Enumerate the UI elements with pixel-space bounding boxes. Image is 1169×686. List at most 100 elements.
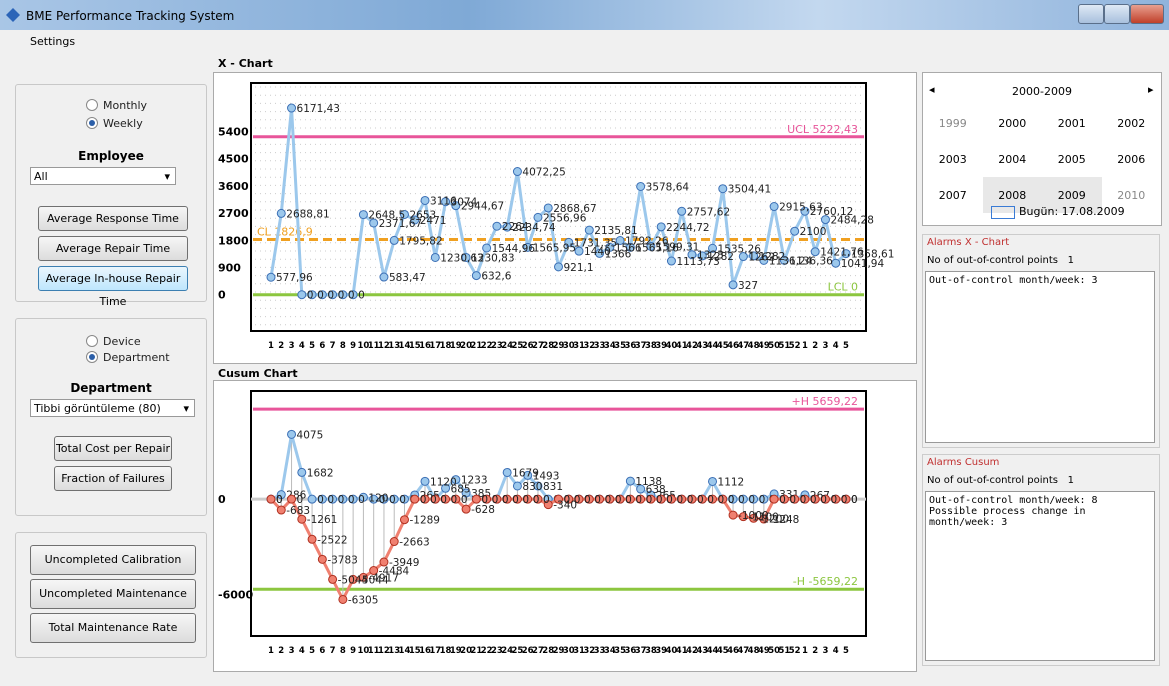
radio-button[interactable]: Department: [86, 351, 170, 364]
x-tick-label: 2: [278, 341, 284, 351]
data-point: [512, 167, 522, 177]
year-cell[interactable]: 2004: [998, 152, 1027, 166]
data-label: 0: [543, 494, 550, 506]
data-label: 0: [759, 494, 766, 506]
button[interactable]: Average In-house Repair Time: [38, 266, 188, 308]
data-label: 1113,73: [676, 256, 719, 268]
year-cell[interactable]: 2005: [1057, 152, 1086, 166]
x-tick-label: 22: [481, 341, 493, 351]
combo-box[interactable]: Tibbi görüntüleme (80): [30, 399, 195, 418]
menu-item[interactable]: Settings: [30, 35, 76, 48]
data-point: [410, 494, 420, 504]
year-cell[interactable]: 2000: [998, 116, 1027, 130]
year-cell[interactable]: 2002: [1117, 116, 1146, 130]
button[interactable]: Uncompleted Maintenance Rate: [30, 579, 196, 628]
data-point: [779, 494, 789, 504]
data-point: [348, 494, 358, 504]
data-point: [564, 494, 574, 504]
data-label: -5044: [358, 574, 389, 586]
data-point: [430, 252, 440, 262]
button[interactable]: Uncompleted Calibration Rate: [30, 545, 196, 594]
data-label: 0: [348, 494, 355, 506]
minimize-button[interactable]: [1078, 4, 1104, 24]
year-cell[interactable]: 1999: [938, 116, 967, 130]
x-tick-label: 37: [635, 646, 647, 656]
data-label: 0: [646, 494, 653, 506]
data-point: [482, 494, 492, 504]
x-tick-label: 33: [594, 341, 606, 351]
x-tick-label: 26: [522, 646, 534, 656]
data-label: 1112: [718, 476, 745, 488]
maximize-button[interactable]: [1104, 4, 1130, 24]
radio-button[interactable]: Monthly: [86, 99, 147, 112]
data-point: [749, 251, 759, 261]
button[interactable]: Average Repair Time: [38, 236, 188, 261]
data-label: 0: [358, 290, 365, 302]
data-label: 0: [625, 494, 632, 506]
data-point: [677, 494, 687, 504]
data-label: 1366: [605, 248, 632, 260]
year-cell[interactable]: 2008: [982, 177, 1042, 213]
x-tick-label: 17: [429, 646, 441, 656]
data-label: 0: [317, 290, 324, 302]
year-cell[interactable]: 2003: [938, 152, 967, 166]
radio-button[interactable]: Weekly: [86, 117, 143, 130]
data-label: 1120: [430, 476, 457, 488]
data-point: [317, 554, 327, 564]
data-point: [841, 494, 851, 504]
alarm-line: Out-of-control month/week: 8: [929, 495, 1098, 506]
combo-box[interactable]: All: [30, 167, 176, 186]
data-label: 0: [564, 494, 571, 506]
year-cell[interactable]: 2006: [1117, 152, 1146, 166]
prev-button[interactable]: ◂: [929, 83, 935, 96]
next-button[interactable]: ▸: [1148, 83, 1154, 96]
x-tick-label: 24: [501, 646, 513, 656]
today-marker: [991, 206, 1015, 219]
data-point: [595, 248, 605, 258]
x-tick-label: 11: [368, 646, 380, 656]
x-tick-label: 32: [583, 341, 595, 351]
data-label: 0: [451, 494, 458, 506]
data-label: 0: [615, 494, 622, 506]
button[interactable]: Average Response Time: [38, 206, 188, 231]
data-label: 0: [635, 494, 642, 506]
data-point: [338, 494, 348, 504]
count-label: No of out-of-control points 1: [927, 255, 1074, 266]
x-tick-label: 21: [470, 341, 482, 351]
button[interactable]: Total Maintenance Rate: [30, 613, 196, 643]
field-label: Department: [70, 381, 152, 395]
data-point: [328, 290, 338, 300]
year-cell[interactable]: 2007: [938, 188, 967, 202]
data-label: 0: [605, 494, 612, 506]
x-tick-label: 40: [666, 646, 678, 656]
x-tick-label: 49: [758, 646, 770, 656]
close-button[interactable]: [1130, 4, 1164, 24]
data-point: [533, 494, 543, 504]
y-tick-label: 0: [218, 493, 226, 506]
data-point: [595, 494, 605, 504]
data-point: [276, 490, 286, 500]
radio-button[interactable]: Device: [86, 335, 141, 348]
data-point: [697, 251, 707, 261]
year-cell[interactable]: 2009: [1042, 177, 1102, 213]
control-label: -H -5659,22: [793, 575, 858, 588]
data-label: 1565,95: [533, 242, 576, 254]
year-cell[interactable]: 2001: [1057, 116, 1086, 130]
y-tick-label: 3600: [218, 180, 249, 193]
x-tick-label: 12: [378, 341, 390, 351]
data-label: 577,96: [276, 272, 313, 284]
data-label: -1261: [307, 514, 338, 526]
x-tick-label: 45: [717, 341, 729, 351]
data-point: [636, 181, 646, 191]
data-label: 6171,43: [297, 103, 340, 115]
button[interactable]: Fraction of Failures: [54, 466, 172, 491]
button[interactable]: Total Cost per Repair: [54, 436, 172, 461]
data-point: [574, 494, 584, 504]
data-label: 2653: [409, 209, 436, 221]
data-label: 830: [522, 481, 542, 493]
year-cell[interactable]: 2010: [1117, 188, 1146, 202]
data-point: [687, 250, 697, 260]
data-point: [512, 481, 522, 491]
data-point: [666, 494, 676, 504]
